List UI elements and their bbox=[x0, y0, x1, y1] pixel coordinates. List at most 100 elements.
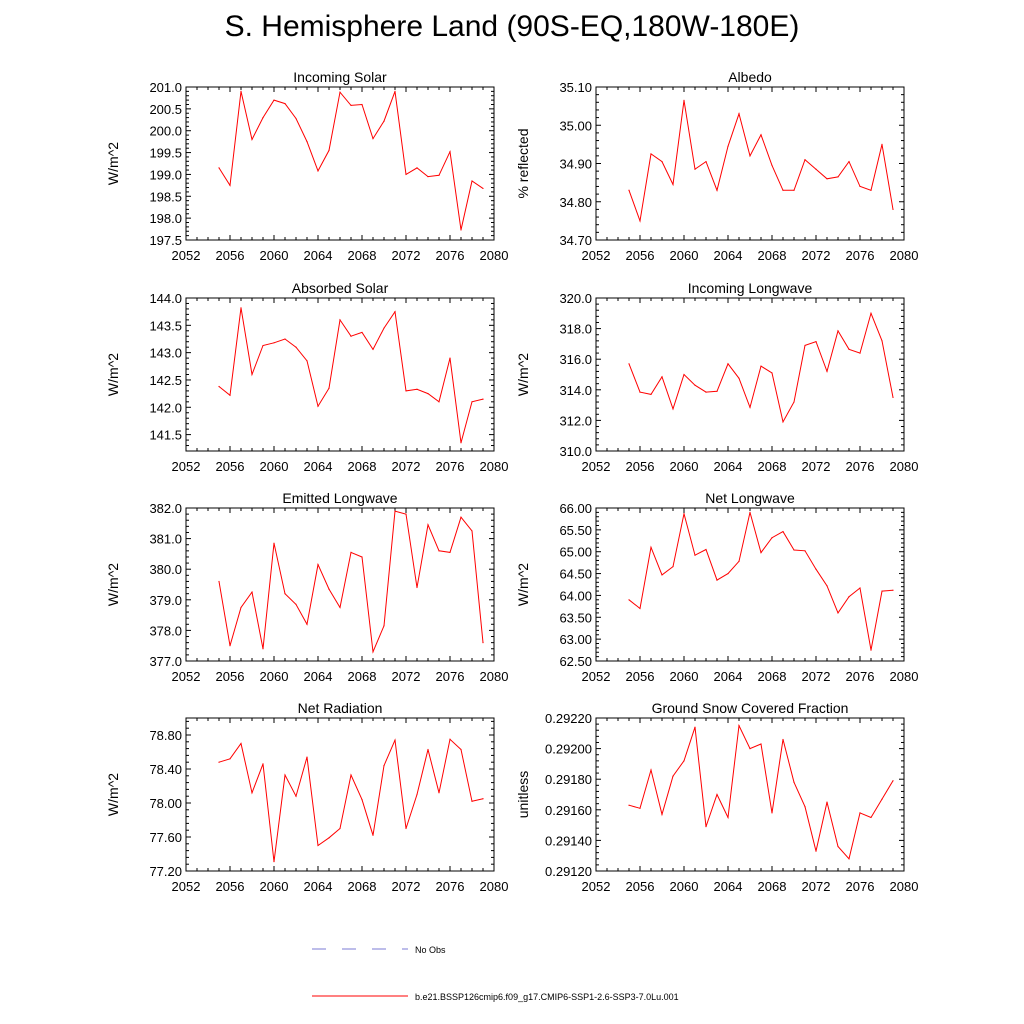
x-tick-label: 2068 bbox=[348, 459, 377, 474]
data-point bbox=[460, 516, 462, 518]
y-tick-label: 144.0 bbox=[149, 291, 182, 306]
data-point bbox=[262, 344, 264, 347]
y-tick-label: 142.5 bbox=[149, 373, 182, 388]
data-point bbox=[218, 167, 220, 169]
data-point bbox=[738, 725, 740, 727]
x-tick-label: 2052 bbox=[582, 879, 611, 894]
data-point bbox=[628, 804, 630, 806]
x-tick-label: 2060 bbox=[260, 459, 289, 474]
data-point bbox=[361, 331, 363, 334]
panel-title: Emitted Longwave bbox=[282, 490, 397, 506]
legend-obs-label: No Obs bbox=[415, 945, 446, 955]
data-point bbox=[881, 340, 883, 342]
panel-title: Absorbed Solar bbox=[292, 280, 389, 296]
x-tick-label: 2068 bbox=[758, 248, 787, 263]
data-point bbox=[229, 758, 231, 760]
data-point bbox=[804, 344, 806, 347]
y-tick-label: 200.0 bbox=[149, 124, 182, 139]
data-point bbox=[361, 799, 363, 801]
data-point bbox=[837, 330, 839, 332]
x-tick-label: 2064 bbox=[304, 669, 333, 684]
data-point bbox=[870, 816, 872, 819]
panel-title: Net Longwave bbox=[705, 490, 795, 506]
chart-panel: 2052 2056 2060 2064 2068 2072 2076 2080 34.70 34.… bbox=[515, 69, 918, 263]
data-point bbox=[427, 524, 429, 526]
data-point bbox=[460, 229, 462, 231]
x-tick-label: 2068 bbox=[348, 879, 377, 894]
data-point bbox=[240, 307, 242, 309]
data-point bbox=[760, 743, 762, 745]
data-point bbox=[350, 774, 352, 776]
x-tick-label: 2068 bbox=[758, 459, 787, 474]
x-tick-label: 2060 bbox=[260, 669, 289, 684]
x-tick-label: 2076 bbox=[846, 669, 875, 684]
data-point bbox=[394, 510, 396, 512]
x-tick-label: 2080 bbox=[890, 879, 919, 894]
data-point bbox=[859, 185, 861, 188]
x-tick-label: 2064 bbox=[714, 459, 743, 474]
data-point bbox=[306, 756, 308, 758]
data-point bbox=[229, 184, 231, 186]
data-point bbox=[273, 342, 275, 344]
data-point bbox=[804, 806, 806, 808]
data-point bbox=[295, 346, 297, 348]
data-point bbox=[251, 138, 253, 141]
data-point bbox=[848, 160, 850, 163]
data-point bbox=[705, 391, 707, 393]
y-tick-label: 77.20 bbox=[149, 864, 182, 879]
data-point bbox=[727, 572, 729, 575]
data-point bbox=[727, 145, 729, 147]
data-point bbox=[650, 769, 652, 771]
data-point bbox=[383, 120, 385, 122]
y-axis-label: W/m^2 bbox=[105, 142, 121, 185]
data-point bbox=[672, 775, 674, 777]
data-point bbox=[284, 338, 286, 340]
x-tick-label: 2060 bbox=[670, 459, 699, 474]
data-point bbox=[405, 827, 407, 830]
data-point bbox=[339, 827, 341, 830]
x-tick-label: 2076 bbox=[436, 459, 465, 474]
data-point bbox=[394, 739, 396, 741]
data-point bbox=[892, 589, 894, 591]
y-tick-label: 142.0 bbox=[149, 400, 182, 415]
y-tick-label: 318.0 bbox=[559, 322, 592, 337]
y-tick-label: 63.00 bbox=[559, 632, 592, 647]
y-tick-label: 0.29220 bbox=[545, 711, 592, 726]
legend: No Obs b.e21.BSSP126cmip6.f09_g17.CMIP6-… bbox=[312, 945, 679, 1002]
data-point bbox=[328, 387, 330, 389]
data-point bbox=[870, 649, 872, 651]
data-point bbox=[449, 738, 451, 740]
data-point bbox=[482, 642, 484, 644]
x-tick-label: 2064 bbox=[714, 248, 743, 263]
data-point bbox=[372, 834, 374, 836]
y-tick-label: 0.29180 bbox=[545, 772, 592, 787]
x-tick-label: 2080 bbox=[480, 669, 509, 684]
series-line bbox=[628, 512, 894, 651]
data-point bbox=[760, 551, 762, 554]
data-point bbox=[372, 651, 374, 653]
data-point bbox=[361, 556, 363, 558]
data-point bbox=[317, 170, 319, 172]
chart-panel: 2052 2056 2060 2064 2068 2072 2076 2080 377.0 378… bbox=[105, 490, 508, 684]
data-point bbox=[471, 180, 473, 182]
data-point bbox=[218, 761, 220, 763]
data-point bbox=[639, 607, 641, 610]
data-point bbox=[416, 388, 418, 390]
data-point bbox=[881, 798, 883, 800]
chart-panel: 2052 2056 2060 2064 2068 2072 2076 2080 0.29120 0… bbox=[515, 700, 918, 894]
x-tick-label: 2072 bbox=[802, 879, 831, 894]
data-point bbox=[628, 363, 630, 365]
x-tick-label: 2060 bbox=[670, 669, 699, 684]
x-tick-label: 2072 bbox=[392, 879, 421, 894]
panel-title: Incoming Solar bbox=[293, 69, 387, 85]
panel-title: Ground Snow Covered Fraction bbox=[652, 700, 849, 716]
x-tick-label: 2052 bbox=[172, 248, 201, 263]
data-point bbox=[628, 189, 630, 191]
data-point bbox=[240, 606, 242, 609]
data-point bbox=[350, 551, 352, 553]
y-tick-label: 381.0 bbox=[149, 532, 182, 547]
data-point bbox=[328, 149, 330, 151]
data-point bbox=[438, 174, 440, 176]
data-point bbox=[892, 396, 894, 399]
y-tick-label: 198.5 bbox=[149, 189, 182, 204]
